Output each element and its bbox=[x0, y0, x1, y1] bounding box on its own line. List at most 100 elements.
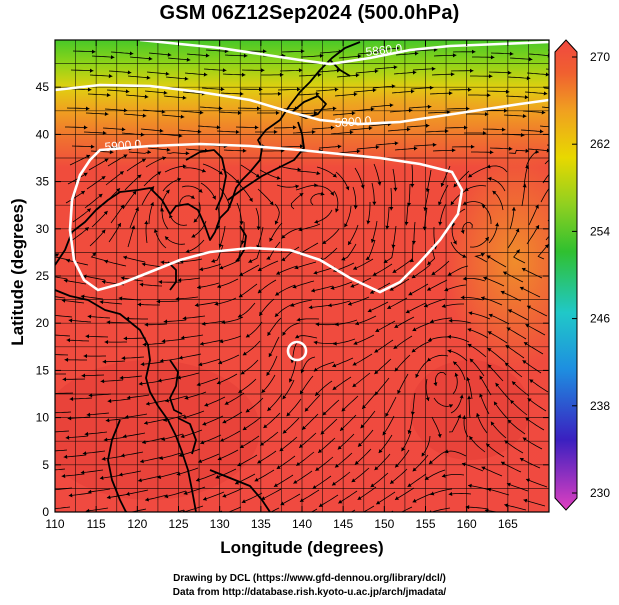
streamline bbox=[166, 152, 190, 154]
streamline bbox=[370, 104, 394, 108]
streamline-arrowhead bbox=[370, 238, 375, 243]
streamline bbox=[164, 490, 187, 498]
streamline bbox=[413, 221, 416, 245]
streamline-arrowhead bbox=[197, 285, 201, 290]
streamline-arrowhead bbox=[263, 424, 268, 428]
streamline-arrowhead bbox=[273, 129, 278, 134]
streamline-arrowhead bbox=[146, 75, 151, 80]
streamline bbox=[270, 507, 280, 512]
streamline bbox=[387, 128, 411, 132]
streamline-arrowhead bbox=[104, 158, 109, 163]
streamline-arrowhead bbox=[320, 191, 325, 196]
streamline-arrowhead bbox=[275, 110, 280, 115]
streamline-arrowhead bbox=[99, 300, 104, 305]
streamline-arrowhead bbox=[464, 187, 469, 191]
streamline bbox=[336, 74, 360, 78]
streamline-arrowhead bbox=[481, 296, 485, 301]
streamline-arrowhead bbox=[46, 352, 50, 356]
streamline-arrowhead bbox=[200, 341, 204, 346]
x-tick-label: 110 bbox=[45, 517, 64, 531]
streamline bbox=[118, 470, 142, 476]
streamline bbox=[429, 317, 453, 323]
streamline-arrowhead bbox=[351, 478, 356, 483]
streamline bbox=[269, 222, 283, 242]
streamline bbox=[161, 338, 185, 342]
streamline-arrowhead bbox=[51, 391, 55, 395]
streamline-arrowhead bbox=[84, 431, 89, 437]
streamline-arrowhead bbox=[166, 147, 171, 152]
streamline-arrowhead bbox=[66, 258, 70, 263]
streamline-arrowhead bbox=[504, 503, 509, 508]
colorbar-tick-label: 246 bbox=[590, 312, 610, 326]
streamline-arrowhead bbox=[104, 340, 109, 345]
streamline bbox=[71, 145, 95, 148]
streamline-arrowhead bbox=[467, 328, 472, 332]
streamline-arrowhead bbox=[276, 465, 281, 469]
streamline-arrowhead bbox=[245, 408, 250, 413]
streamline-arrowhead bbox=[140, 459, 144, 464]
streamline bbox=[355, 70, 379, 74]
streamline-arrowhead bbox=[390, 479, 395, 484]
streamline bbox=[276, 455, 296, 470]
streamline bbox=[365, 239, 376, 261]
streamline-arrowhead bbox=[528, 57, 533, 62]
streamline-arrowhead bbox=[180, 434, 185, 439]
streamline-arrowhead bbox=[180, 114, 185, 119]
streamline-arrowhead bbox=[407, 483, 412, 487]
streamline bbox=[360, 410, 376, 429]
streamline bbox=[267, 393, 283, 412]
streamline bbox=[487, 488, 510, 496]
streamline-arrowhead bbox=[220, 512, 224, 516]
streamline-arrowhead bbox=[335, 463, 339, 468]
streamline bbox=[412, 392, 416, 416]
streamline-arrowhead bbox=[148, 56, 153, 61]
streamline-arrowhead bbox=[489, 150, 494, 155]
y-tick-label: 25 bbox=[36, 269, 50, 283]
streamline-arrowhead bbox=[257, 267, 262, 271]
streamline-arrowhead bbox=[529, 379, 534, 384]
streamline-arrowhead bbox=[509, 51, 514, 56]
streamline-arrowhead bbox=[357, 496, 362, 500]
streamline-arrowhead bbox=[103, 437, 108, 442]
streamline bbox=[278, 165, 302, 171]
streamline bbox=[522, 359, 542, 374]
streamline-arrowhead bbox=[308, 305, 313, 310]
streamline-arrowhead bbox=[238, 389, 243, 393]
streamline-arrowhead bbox=[296, 462, 301, 466]
streamline bbox=[277, 88, 301, 91]
streamline bbox=[201, 87, 225, 90]
streamline bbox=[241, 492, 263, 503]
streamline-arrowhead bbox=[468, 483, 472, 488]
chart-title: GSM 06Z12Sep2024 (500.0hPa) bbox=[159, 2, 460, 24]
streamline bbox=[392, 225, 397, 249]
streamline-arrowhead bbox=[495, 222, 500, 227]
streamline bbox=[55, 430, 70, 433]
streamline bbox=[433, 397, 454, 407]
streamline-arrowhead bbox=[86, 412, 91, 417]
streamline bbox=[505, 95, 529, 98]
streamline bbox=[415, 359, 430, 378]
y-tick-label: 45 bbox=[36, 80, 50, 94]
streamline bbox=[451, 222, 457, 245]
streamline-arrowhead bbox=[454, 372, 459, 377]
streamline bbox=[391, 90, 415, 94]
streamline-arrowhead bbox=[263, 49, 267, 54]
streamline bbox=[280, 493, 301, 506]
streamline-arrowhead bbox=[269, 201, 274, 206]
streamline bbox=[65, 126, 88, 128]
streamline bbox=[452, 372, 458, 395]
streamline-arrowhead bbox=[488, 313, 493, 318]
streamline bbox=[184, 391, 207, 400]
streamline-arrowhead bbox=[110, 55, 115, 60]
streamline-arrowhead bbox=[469, 436, 474, 441]
streamline-arrowhead bbox=[453, 240, 457, 245]
streamline bbox=[103, 436, 127, 441]
streamline-arrowhead bbox=[501, 127, 506, 132]
streamline bbox=[142, 342, 166, 345]
streamline bbox=[223, 149, 247, 152]
streamline bbox=[175, 296, 199, 300]
streamline bbox=[296, 451, 315, 467]
streamline-arrowhead bbox=[185, 249, 190, 254]
streamline-arrowhead bbox=[204, 402, 209, 407]
streamline-arrowhead bbox=[490, 421, 495, 426]
